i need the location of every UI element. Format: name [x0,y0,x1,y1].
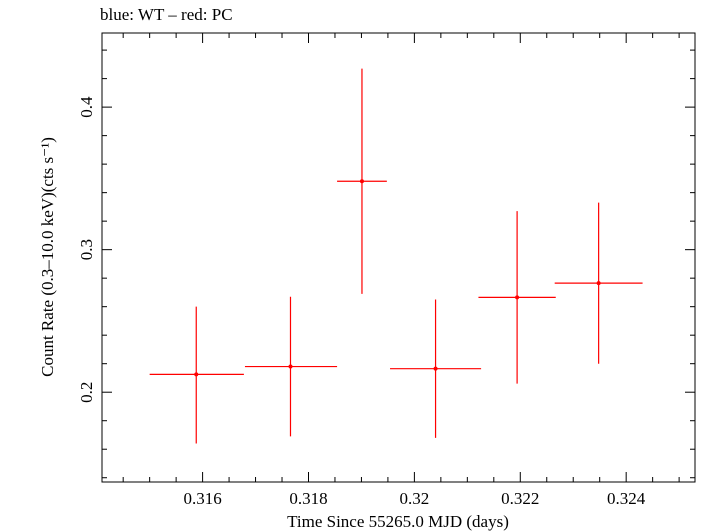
x-tick-label: 0.32 [400,489,430,508]
data-point [244,296,338,437]
data-point [478,211,556,384]
plot-frame [101,32,696,483]
x-tick-label: 0.318 [289,489,327,508]
x-tick-label: 0.316 [183,489,221,508]
data-point [554,202,643,364]
data-marker [433,366,438,371]
data-point [390,299,482,438]
data-point [337,68,387,294]
data-point [149,306,244,444]
x-axis: 0.316 0.318 0.32 0.322 0.324 [122,33,680,508]
x-tick-label: 0.322 [501,489,539,508]
x-tick-label: 0.324 [607,489,646,508]
data-marker [515,295,520,300]
data-marker [194,372,199,377]
data-marker [596,281,601,286]
data-series [149,68,643,444]
y-tick-label: 0.4 [77,96,96,118]
data-marker [359,179,364,184]
x-axis-label: Time Since 55265.0 MJD (days) [287,512,509,531]
data-marker [288,364,293,369]
chart-title: blue: WT – red: PC [100,5,233,24]
y-axis-label: Count Rate (0.3–10.0 keV)(cts s⁻¹) [38,137,57,377]
y-axis: 0.2 0.3 0.4 [77,49,695,479]
y-tick-label: 0.2 [77,382,96,403]
y-tick-label: 0.3 [77,239,96,260]
